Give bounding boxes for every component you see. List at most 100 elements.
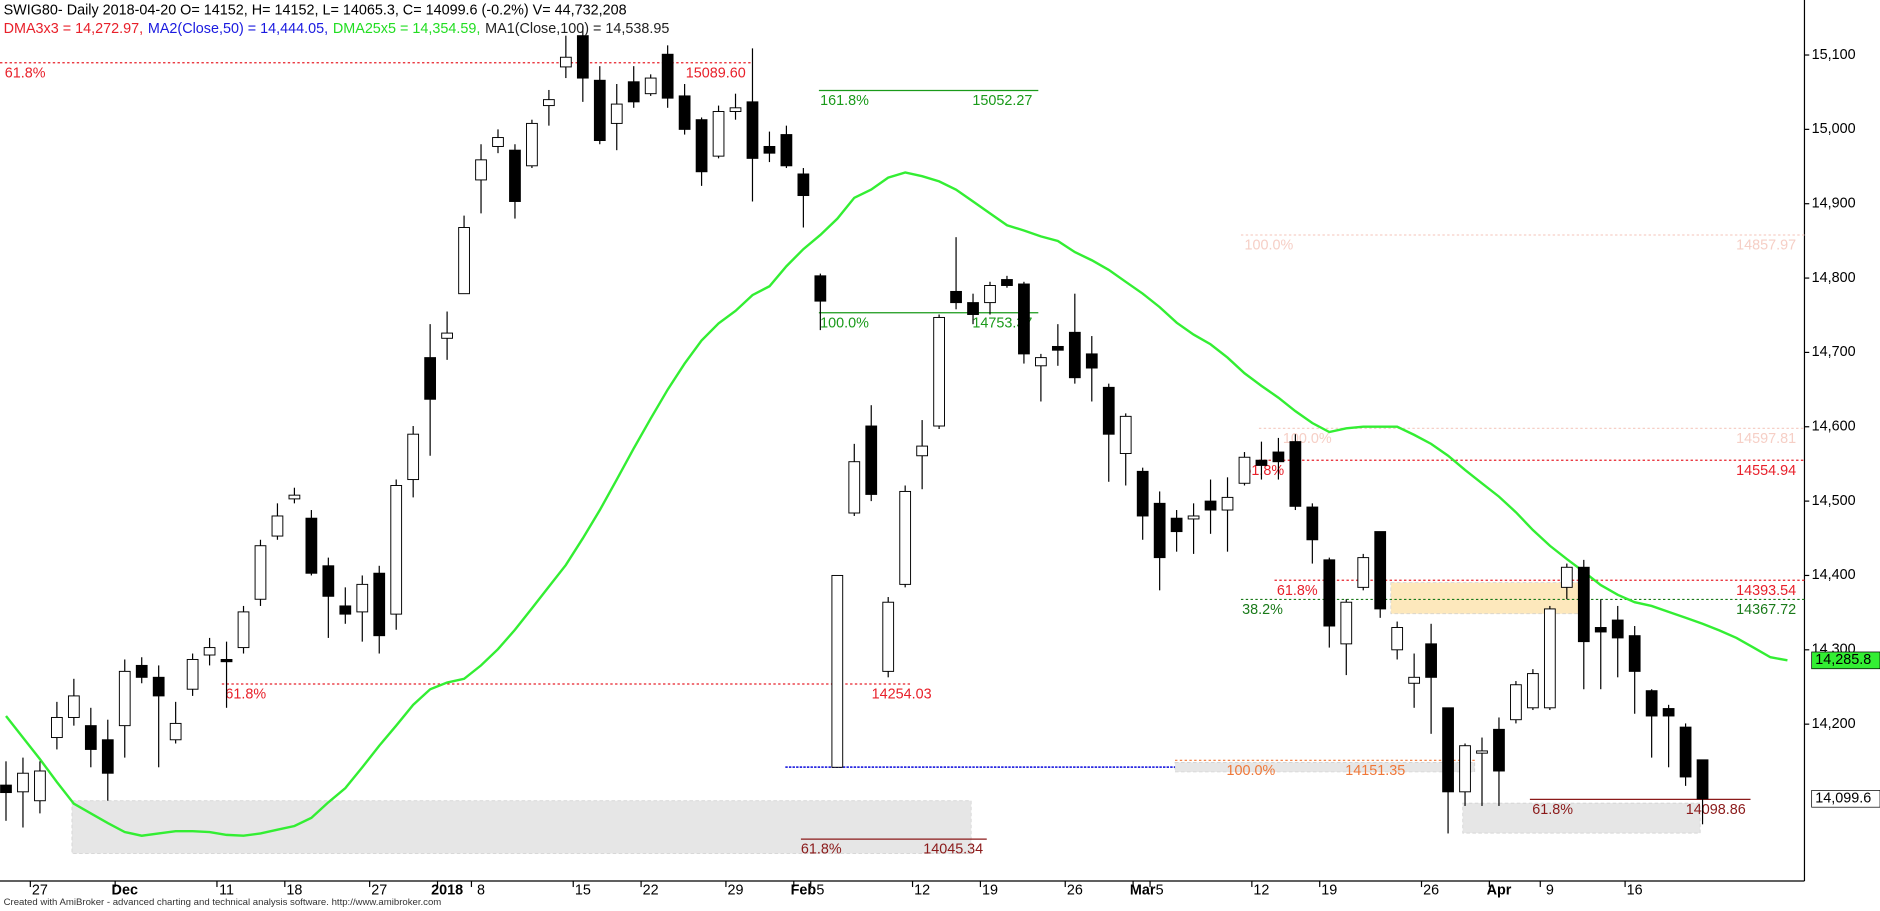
candle-body xyxy=(1611,619,1624,639)
candle-body xyxy=(1662,708,1675,717)
candle-body xyxy=(492,137,504,147)
candle-body xyxy=(407,433,420,481)
x-tick-label: 8 xyxy=(477,882,485,898)
candle-body xyxy=(1340,601,1353,645)
level-percent: 100.0% xyxy=(820,315,869,331)
indicator-legend: DMA3x3 = 14,272.97, MA2(Close,50) = 14,44… xyxy=(4,21,670,37)
candle-body xyxy=(1187,515,1200,520)
candle-body xyxy=(51,716,63,739)
zone xyxy=(71,800,972,854)
level-percent: 100.0% xyxy=(1245,238,1294,254)
y-tick-label: 14,900 xyxy=(1812,196,1856,212)
candle-body xyxy=(644,77,657,95)
level-price: 14151.35 xyxy=(1345,763,1405,779)
candle-body xyxy=(1459,745,1471,793)
candle-body xyxy=(1391,627,1404,651)
last-value-label: 14,285.8 xyxy=(1815,652,1871,668)
chart-title: SWIG80- Daily 2018-04-20 O= 14152, H= 14… xyxy=(4,3,627,19)
candle-body xyxy=(1577,566,1590,643)
x-tick-label: 19 xyxy=(982,882,998,898)
x-tick-label: 22 xyxy=(643,882,659,898)
candle-body xyxy=(1323,559,1336,627)
candle-body xyxy=(763,145,776,154)
candle-body xyxy=(322,565,335,597)
candle-body xyxy=(509,149,521,202)
level-percent: 161.8% xyxy=(820,93,869,109)
x-tick-label: 18 xyxy=(286,882,302,898)
x-tick-label: 15 xyxy=(575,882,591,898)
candle-body xyxy=(101,739,114,774)
candle-body xyxy=(1204,500,1217,511)
level-price: 14597.81 xyxy=(1736,431,1796,447)
candle-body xyxy=(1442,707,1454,793)
candle-body xyxy=(135,664,148,678)
candle-body xyxy=(1408,676,1421,684)
candle-body xyxy=(1272,451,1285,463)
candle-body xyxy=(186,658,199,690)
candle-body xyxy=(373,572,386,637)
level-percent: 61.8% xyxy=(5,65,46,81)
level-price: 14254.03 xyxy=(872,687,932,703)
candle-body xyxy=(678,95,691,130)
footer: Created with AmiBroker - advanced charti… xyxy=(4,897,442,908)
level-percent: 100.0% xyxy=(1227,763,1276,779)
level-percent: 61.8% xyxy=(1532,802,1573,818)
zone xyxy=(1174,762,1476,773)
candle-body xyxy=(1153,502,1166,559)
last-value-label: 14,099.6 xyxy=(1815,791,1871,807)
candle-body xyxy=(814,275,827,302)
candle-body xyxy=(1374,531,1387,610)
zone xyxy=(1462,802,1701,834)
candle-body xyxy=(1170,517,1183,533)
candle-body xyxy=(1255,459,1268,466)
level-price: 14393.54 xyxy=(1736,583,1796,599)
x-tick-label: 27 xyxy=(32,882,48,898)
candle-body xyxy=(1136,470,1149,517)
candle-body xyxy=(526,122,538,167)
candle-body xyxy=(1357,557,1370,588)
candle-body xyxy=(729,107,742,113)
candle-body xyxy=(17,772,29,793)
level-percent: 61.8% xyxy=(801,842,842,858)
candle-body xyxy=(1068,331,1081,379)
candle-body xyxy=(339,605,352,615)
moving-average xyxy=(5,171,1788,837)
y-tick-label: 14,800 xyxy=(1812,270,1856,286)
y-tick-label: 14,700 xyxy=(1812,344,1856,360)
y-tick-label: 14,400 xyxy=(1812,567,1856,583)
candle-body xyxy=(746,101,759,159)
candle-body xyxy=(559,56,572,68)
candle-body xyxy=(831,574,844,768)
candle-body xyxy=(203,647,216,656)
x-tick-label: 2018 xyxy=(431,882,463,898)
candle-body xyxy=(84,725,97,750)
last-value-box xyxy=(1811,790,1880,808)
x-tick-label: 12 xyxy=(914,882,930,898)
candle-body xyxy=(1238,456,1251,484)
y-tick-label: 14,600 xyxy=(1812,419,1856,435)
candle-body xyxy=(1306,506,1319,541)
x-tick-label: 11 xyxy=(219,882,234,898)
candle-body xyxy=(271,515,284,537)
candle-body xyxy=(984,285,996,304)
candle-body xyxy=(780,134,793,167)
candle-body xyxy=(848,461,861,514)
x-tick-label: 5 xyxy=(816,882,824,898)
candle-body xyxy=(627,81,640,103)
candle-body xyxy=(34,770,46,802)
candle-body xyxy=(593,79,606,141)
indicator-entry: DMA3x3 = 14,272.97, xyxy=(4,21,143,37)
y-tick-label: 15,100 xyxy=(1812,47,1856,63)
level-price: 14753.37 xyxy=(972,315,1032,331)
candle-body xyxy=(237,611,250,649)
candle-body xyxy=(695,119,708,173)
candle-body xyxy=(1119,415,1132,455)
candle-body xyxy=(899,490,912,585)
x-tick-label: Apr xyxy=(1487,882,1512,898)
x-tick-label: 9 xyxy=(1546,882,1554,898)
candle-body xyxy=(1289,441,1302,507)
candle-body xyxy=(1476,750,1488,754)
y-tick-label: 15,000 xyxy=(1812,121,1856,137)
y-tick-label: 14,200 xyxy=(1812,716,1856,732)
